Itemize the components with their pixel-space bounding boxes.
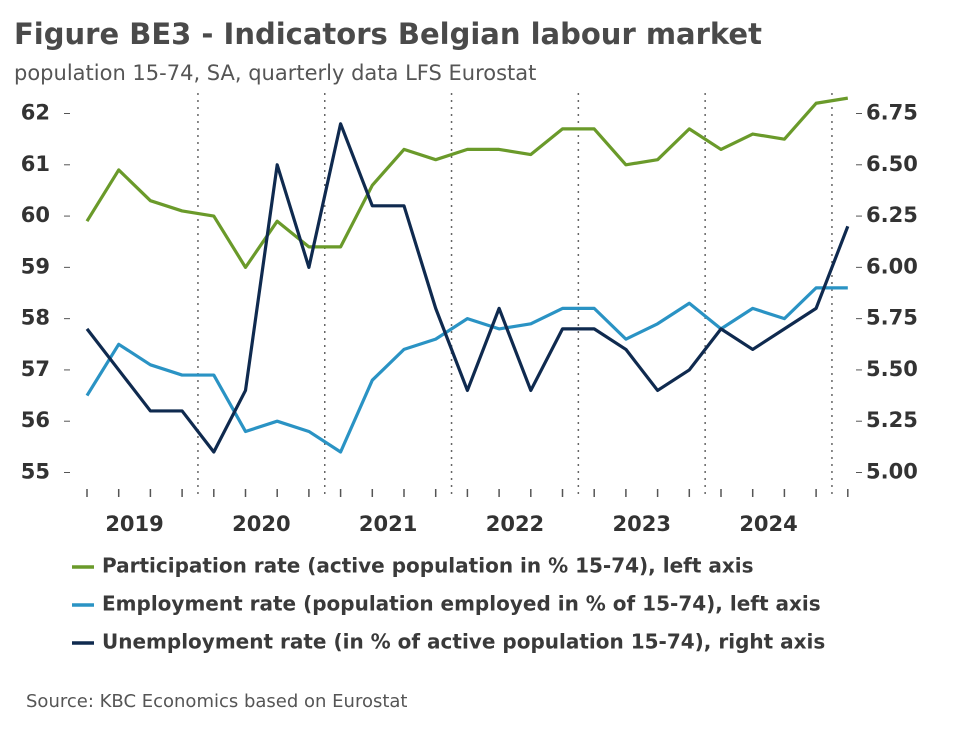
- series-line: [85, 286, 848, 454]
- y-tick-label: 55: [21, 459, 50, 483]
- x-tick-label: 2023: [613, 512, 671, 536]
- x-tick-label: 2024: [739, 512, 797, 536]
- y2-tick-label: 6.25: [866, 203, 918, 227]
- y-tick-label: 56: [21, 408, 50, 432]
- y2-tick-label: 6.75: [866, 101, 918, 125]
- y-tick-label: 60: [21, 203, 50, 227]
- source: Source: KBC Economics based on Eurostat: [26, 691, 408, 712]
- legend-label: Participation rate (active population in…: [102, 554, 754, 578]
- x-tick-label: 2020: [232, 512, 290, 536]
- y-tick-label: 57: [21, 357, 50, 381]
- y-tick-label: 62: [21, 101, 50, 125]
- y2-tick-label: 5.50: [866, 357, 918, 381]
- y2-tick-label: 6.50: [866, 152, 918, 176]
- y2-tick-label: 5.75: [866, 306, 918, 330]
- chart-subtitle: population 15-74, SA, quarterly data LFS…: [14, 61, 536, 85]
- x-tick-label: 2021: [359, 512, 417, 536]
- y2-tick-label: 5.00: [866, 459, 918, 483]
- y-tick-label: 58: [21, 306, 50, 330]
- y2-tick-label: 5.25: [866, 408, 918, 432]
- legend-label: Employment rate (population employed in …: [102, 592, 821, 616]
- y-tick-label: 59: [21, 254, 50, 278]
- series-line: [85, 122, 850, 454]
- y2-tick-label: 6.00: [866, 254, 918, 278]
- x-tick-label: 2022: [486, 512, 544, 536]
- series-line: [85, 96, 849, 269]
- legend-label: Unemployment rate (in % of active popula…: [102, 630, 825, 654]
- x-tick-label: 2019: [105, 512, 163, 536]
- y-tick-label: 61: [21, 152, 50, 176]
- chart-title: Figure BE3 - Indicators Belgian labour m…: [14, 17, 762, 51]
